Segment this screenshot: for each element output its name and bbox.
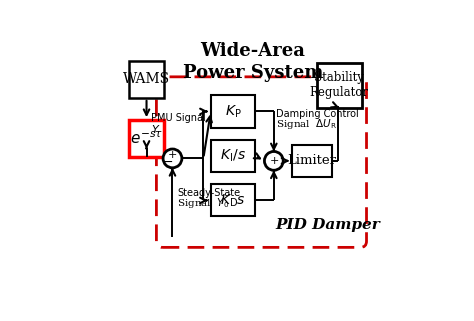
Text: $Y$: $Y$ — [152, 123, 161, 135]
Bar — [129, 120, 164, 157]
Bar — [292, 145, 332, 177]
Text: PID Damper: PID Damper — [276, 218, 381, 232]
Text: $-$: $-$ — [162, 155, 173, 168]
Bar — [317, 63, 362, 108]
Text: $e^{-s\tau}$: $e^{-s\tau}$ — [130, 130, 163, 147]
Bar — [211, 95, 255, 127]
Bar — [129, 61, 164, 98]
Text: Stability
Regulator: Stability Regulator — [310, 72, 369, 100]
Text: Limiter: Limiter — [288, 154, 337, 167]
Text: $K_{\mathrm{I}}/s$: $K_{\mathrm{I}}/s$ — [220, 148, 246, 164]
Circle shape — [163, 149, 182, 168]
Text: $+$: $+$ — [269, 155, 279, 166]
Text: Signal  $Y_0$: Signal $Y_0$ — [177, 196, 230, 210]
Text: $K_{\mathrm{P}}$: $K_{\mathrm{P}}$ — [225, 103, 241, 120]
Text: Signal  $\Delta U_{\mathrm{R}}$: Signal $\Delta U_{\mathrm{R}}$ — [276, 117, 337, 131]
Bar — [211, 184, 255, 216]
Text: Damping Control: Damping Control — [276, 109, 359, 119]
Text: PMU Signal: PMU Signal — [152, 113, 206, 123]
Bar — [211, 140, 255, 172]
Text: $K_{\mathrm{D}}s$: $K_{\mathrm{D}}s$ — [220, 192, 246, 209]
Circle shape — [264, 152, 283, 170]
Text: Wide-Area
Power System: Wide-Area Power System — [182, 42, 323, 82]
Text: Steady-State: Steady-State — [177, 188, 240, 198]
Text: $+$: $+$ — [167, 149, 178, 160]
Text: WAMS: WAMS — [123, 72, 170, 86]
